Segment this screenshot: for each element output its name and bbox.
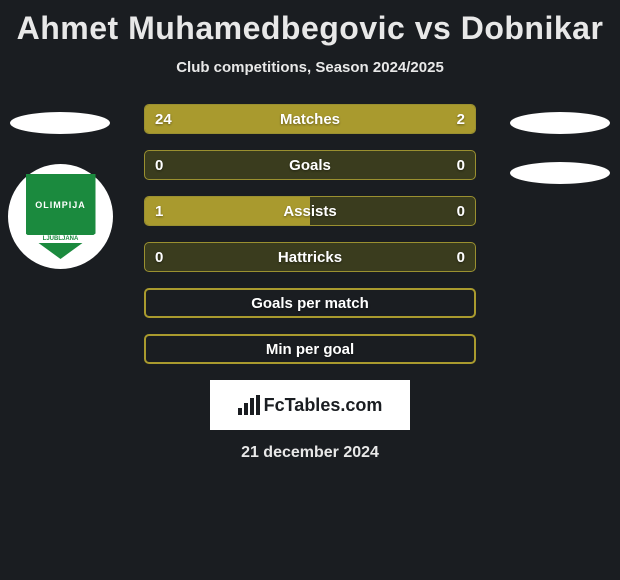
stat-label: Hattricks	[145, 243, 475, 271]
club-name-primary: OLIMPIJA	[26, 200, 96, 210]
comparison-content: OLIMPIJA LJUBLJANA 242Matches 00Goals 10As…	[0, 104, 620, 462]
brand-text: FcTables.com	[264, 395, 383, 416]
stat-label: Goals	[145, 151, 475, 179]
stat-row: 242Matches	[144, 104, 476, 134]
stat-row: 00Hattricks	[144, 242, 476, 272]
stat-row: Min per goal	[144, 334, 476, 364]
stat-row: 00Goals	[144, 150, 476, 180]
club-name-secondary: LJUBLJANA	[26, 235, 96, 243]
subtitle: Club competitions, Season 2024/2025	[0, 59, 620, 76]
stat-row: 10Assists	[144, 196, 476, 226]
player2-club-placeholder	[510, 162, 610, 184]
player1-photo-placeholder	[10, 112, 110, 134]
player1-club-badge: OLIMPIJA LJUBLJANA	[8, 164, 113, 269]
date-label: 21 december 2024	[0, 444, 620, 462]
stat-row: Goals per match	[144, 288, 476, 318]
player2-photo-placeholder	[510, 112, 610, 134]
stat-label: Min per goal	[146, 336, 474, 362]
stat-bars-container: 242Matches 00Goals 10Assists 00Hattricks Goa…	[144, 104, 476, 364]
bars-icon	[238, 395, 260, 415]
stat-label: Goals per match	[146, 290, 474, 316]
page-title: Ahmet Muhamedbegovic vs Dobnikar	[0, 0, 620, 47]
stat-label: Matches	[145, 105, 475, 133]
shield-icon	[26, 174, 96, 259]
brand-footer: FcTables.com	[210, 380, 410, 430]
stat-label: Assists	[145, 197, 475, 225]
